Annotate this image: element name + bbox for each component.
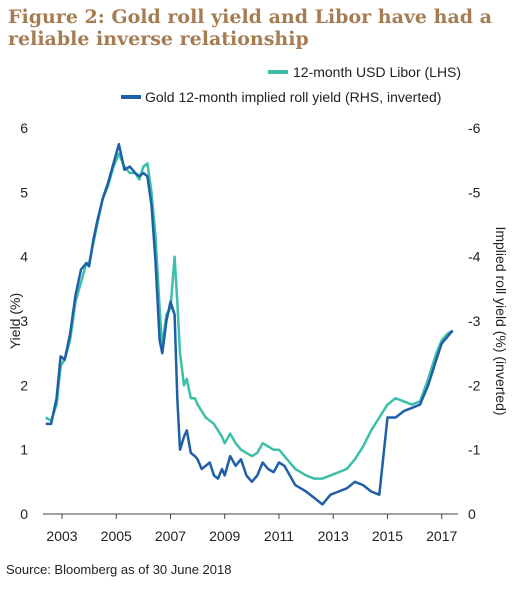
- libor-line: [45, 152, 454, 480]
- left-axis-label: Yield (%): [7, 293, 23, 349]
- right-tick-label: -2: [468, 377, 481, 393]
- right-tick-label: -4: [468, 249, 481, 265]
- legend-item-roll-yield: Gold 12-month implied roll yield (RHS, i…: [121, 89, 441, 105]
- right-tick-label: -5: [468, 184, 481, 200]
- left-tick-label: 6: [20, 120, 28, 136]
- legend-label-libor: 12-month USD Libor (LHS): [293, 64, 461, 80]
- chart-title: Figure 2: Gold roll yield and Libor have…: [8, 6, 492, 50]
- right-tick-label: -3: [468, 313, 481, 329]
- legend-item-libor: 12-month USD Libor (LHS): [268, 64, 461, 80]
- source-note: Source: Bloomberg as of 30 June 2018: [6, 562, 232, 577]
- x-ticks: 2003 2005 2007 2009 2011 2013 2015 2017: [46, 514, 458, 544]
- x-tick-label: 2015: [372, 528, 403, 544]
- legend-label-roll-yield: Gold 12-month implied roll yield (RHS, i…: [145, 89, 441, 105]
- x-tick-label: 2005: [101, 528, 132, 544]
- x-tick-label: 2007: [155, 528, 186, 544]
- left-tick-label: 4: [20, 249, 28, 265]
- roll-yield-line: [45, 142, 454, 506]
- left-tick-label: 3: [20, 313, 28, 329]
- right-tick-label: 0: [468, 506, 476, 522]
- series-libor: [45, 152, 454, 480]
- left-y-ticks: 0 1 2 3 4 5 6: [20, 120, 28, 522]
- legend: 12-month USD Libor (LHS) Gold 12-month i…: [121, 64, 461, 105]
- left-tick-label: 2: [20, 377, 28, 393]
- x-tick-label: 2009: [209, 528, 240, 544]
- x-tick-label: 2003: [46, 528, 77, 544]
- x-tick-label: 2011: [264, 528, 294, 544]
- right-y-ticks: 0 -1 -2 -3 -4 -5 -6: [468, 120, 481, 522]
- series-roll-yield: [45, 142, 454, 506]
- right-tick-label: -6: [468, 120, 481, 136]
- x-tick-label: 2017: [426, 528, 457, 544]
- x-tick-label: 2013: [318, 528, 349, 544]
- left-tick-label: 0: [20, 506, 28, 522]
- right-tick-label: -1: [468, 442, 481, 458]
- right-axis-label: Implied roll yield (%) (inverted): [493, 226, 509, 415]
- left-tick-label: 5: [20, 184, 28, 200]
- left-tick-label: 1: [20, 442, 28, 458]
